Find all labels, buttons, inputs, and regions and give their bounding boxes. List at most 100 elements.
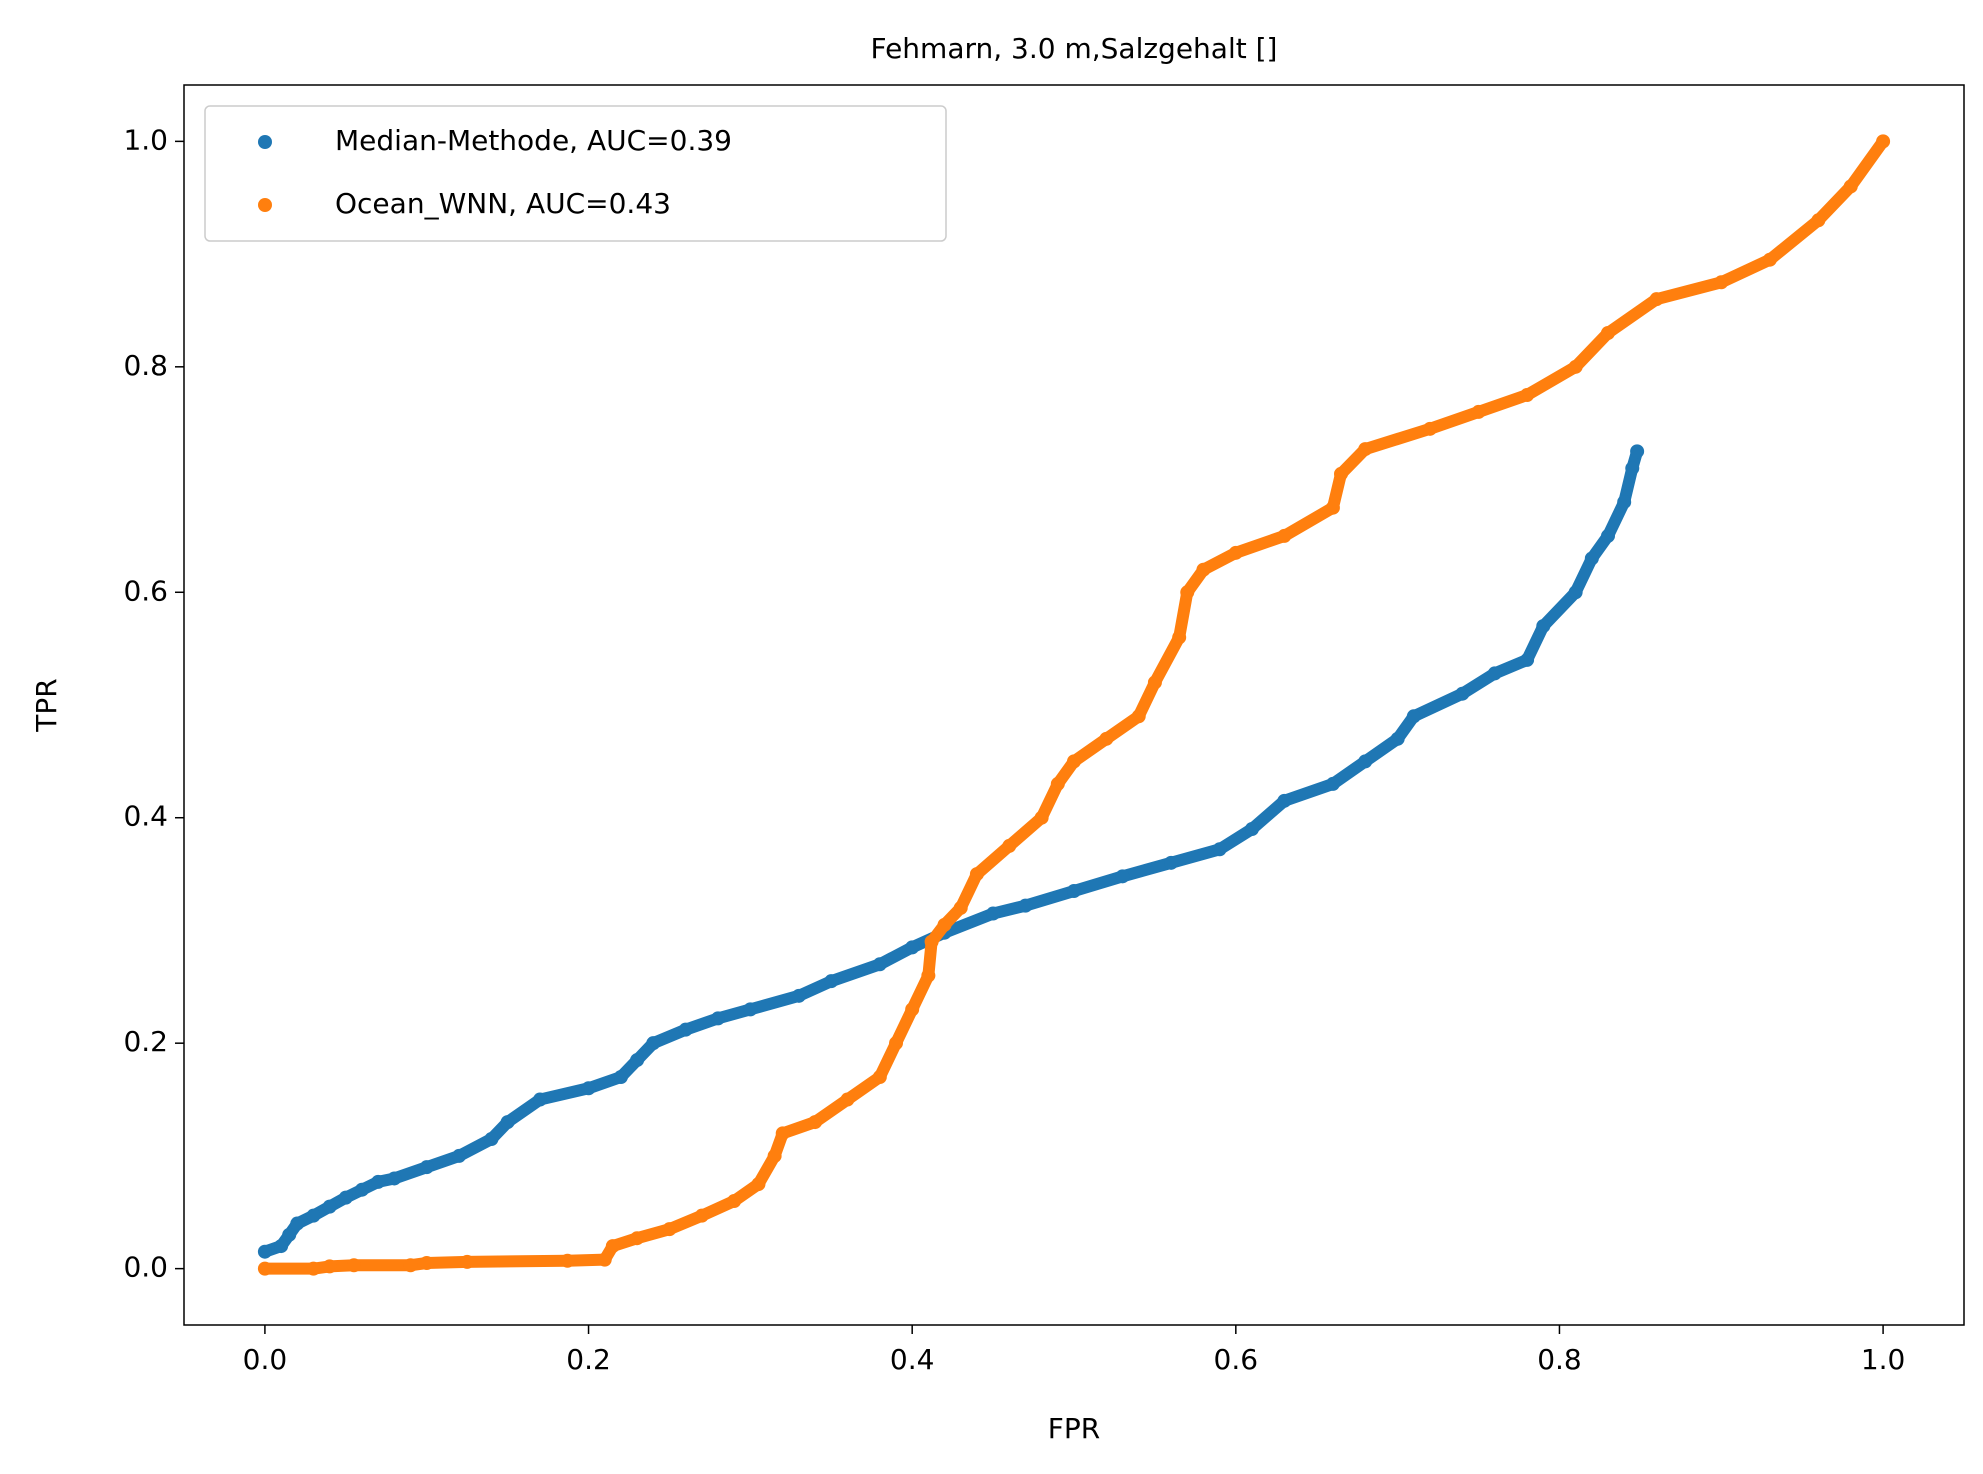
point [1358,754,1373,769]
point [484,1132,499,1146]
y-tick-label: 0.2 [123,1025,168,1058]
point [1277,793,1292,808]
point [1099,731,1114,746]
point [1876,134,1891,149]
point [646,1036,661,1051]
point [1067,754,1081,769]
point [1034,810,1049,825]
y-tick-label: 0.8 [123,349,168,382]
point [460,1254,475,1269]
point [905,1002,920,1017]
point [1649,292,1664,307]
point [338,1190,353,1205]
x-tick-label: 0.0 [243,1343,288,1376]
point [533,1092,547,1107]
point [1358,442,1373,457]
y-tick-label: 0.6 [123,574,168,607]
point [1471,404,1486,419]
point [290,1216,305,1231]
x-tick-label: 0.6 [1214,1343,1259,1376]
y-tick-label: 0.0 [123,1251,168,1284]
point [678,1022,693,1037]
point [791,988,806,1003]
x-axis-label: FPR [1048,1412,1100,1445]
x-tick-label: 1.0 [1861,1343,1906,1376]
point [1196,562,1211,577]
point [452,1148,467,1163]
point [767,1148,782,1163]
point [1843,179,1858,194]
point [1050,776,1065,791]
point [560,1253,575,1268]
point [387,1171,402,1186]
point [889,1036,903,1051]
point [1406,709,1421,724]
point [1212,842,1227,857]
point [597,1252,612,1267]
point [1568,585,1583,600]
point [1568,359,1583,374]
point [969,867,984,882]
point [371,1174,386,1189]
point [306,1261,321,1276]
point [1277,528,1292,543]
point [872,957,887,972]
point [953,900,968,915]
point [1714,275,1729,290]
point [1325,500,1340,515]
plot-frame [183,84,1965,1326]
point [1520,652,1535,667]
point [1584,551,1599,566]
point [306,1208,321,1223]
legend-marker [258,198,272,212]
point [986,906,1001,921]
point [630,1053,645,1068]
point [346,1258,361,1273]
y-axis-label: TPR [30,678,63,732]
point [1147,675,1162,690]
point [419,1256,434,1270]
point [500,1115,515,1130]
legend-marker [258,135,272,149]
y-tick-label: 1.0 [123,123,168,156]
point [322,1259,337,1274]
point [613,1070,628,1084]
point [1455,686,1470,701]
point [662,1222,677,1237]
point [840,1092,855,1107]
point [355,1182,369,1197]
point [711,1011,725,1026]
point [1002,838,1017,853]
point [1067,884,1081,898]
legend-box [204,105,947,242]
point [1617,495,1632,510]
point [1601,528,1615,543]
point [1334,466,1348,481]
y-tick-label: 0.4 [123,800,168,833]
x-tick-label: 0.2 [566,1343,611,1376]
point [921,968,936,983]
legend-label: Median-Methode, AUC=0.39 [335,124,732,157]
point [1487,666,1502,681]
point [1625,461,1640,476]
point [1762,252,1777,267]
point [630,1231,645,1246]
point [1018,898,1033,913]
legend-label: Ocean_WNN, AUC=0.43 [335,187,671,220]
point [1325,776,1340,791]
point [1115,869,1130,884]
point [274,1239,289,1254]
point [872,1070,887,1084]
point [905,940,920,955]
point [1520,388,1535,402]
point [1228,545,1243,560]
point [581,1081,596,1096]
point [937,917,952,932]
point [1423,421,1437,436]
point [1601,326,1615,340]
point [257,1244,272,1259]
point [282,1227,297,1242]
